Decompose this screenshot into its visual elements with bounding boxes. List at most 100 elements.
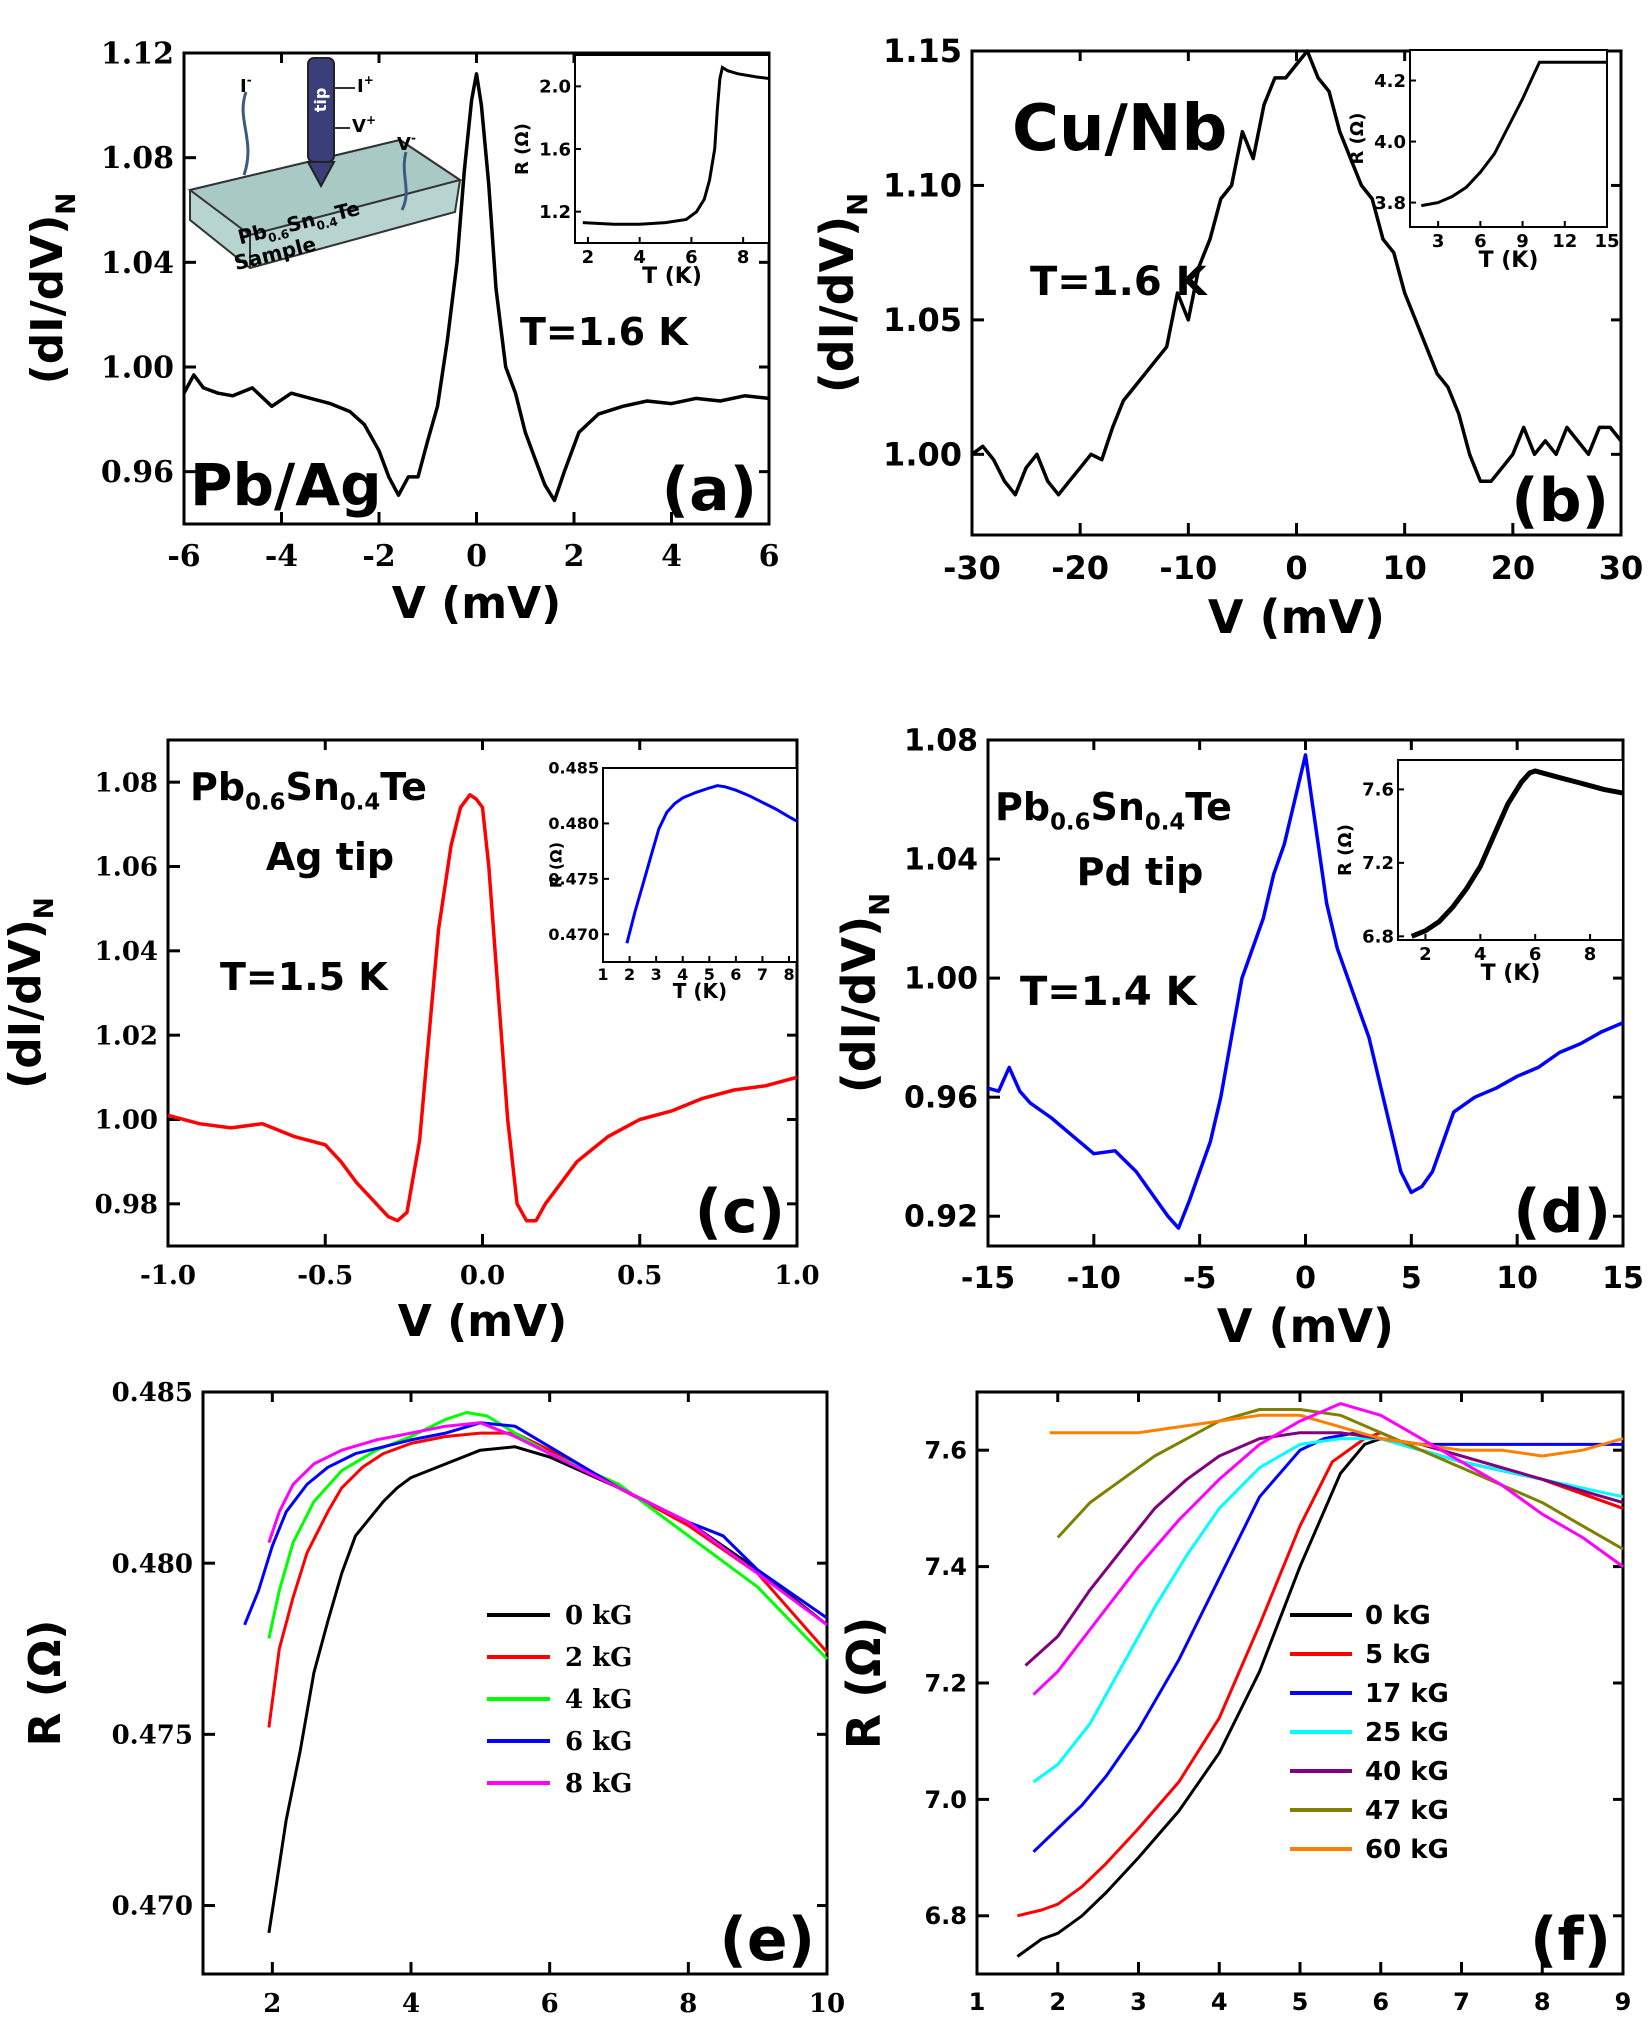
inset-x-axis-label: T (K) (1481, 961, 1541, 986)
series-line-4-kG (267, 1411, 829, 1661)
legend: 0 kG 2 kG 4 kG 6 kG 8 kG (487, 1601, 632, 1799)
x-axis-label: V (mV) (1208, 590, 1385, 644)
y-tick-label: 1.06 (95, 853, 158, 883)
x-tick-label: 9 (1615, 1988, 1632, 2016)
y-axis-label: (dI/dV)N (22, 193, 82, 385)
y-axis-label-sub: N (29, 897, 60, 919)
x-tick-label: 10 (1496, 1261, 1538, 1296)
series-line-8-kG (267, 1421, 828, 1627)
v-minus-label-sup: - (411, 131, 416, 145)
legend-entry: 47 kG (1365, 1796, 1449, 1826)
inset-x-tick-label: 4 (677, 965, 688, 984)
inset-x-tick-label: 2 (624, 965, 635, 984)
series-line-17-kG (1032, 1431, 1623, 1853)
inset-y-axis-label: R (Ω) (512, 123, 533, 175)
inset-y-tick-label: 1.2 (539, 202, 571, 223)
x-tick-label: -30 (943, 549, 1001, 587)
formula-part: Pb (190, 765, 245, 809)
x-axis-label: T (K) (455, 2024, 575, 2026)
plot-frame (975, 1390, 1625, 1976)
inset-x-tick-label: 5 (704, 965, 715, 984)
inset-x-tick-label: 12 (1552, 231, 1577, 252)
y-tick-label: 1.08 (101, 141, 174, 176)
temperature-label: T=1.6 K (1030, 259, 1209, 305)
panel-label: (c) (695, 1177, 785, 1247)
series-line-60-kG (1049, 1413, 1624, 1458)
x-tick-label: -2 (362, 539, 395, 574)
x-tick-label: 30 (1599, 549, 1644, 587)
panel-label: (d) (1513, 1177, 1611, 1247)
inset-x-tick-label: 15 (1594, 231, 1619, 252)
y-tick-label: 1.15 (883, 32, 962, 70)
inset-x-tick-label: 4 (633, 247, 646, 268)
inset-y-tick-label: 1.6 (539, 139, 571, 160)
inset-y-tick-label: 7.2 (1362, 853, 1394, 874)
x-tick-label: 0.0 (460, 1261, 505, 1291)
legend-entry: 40 kG (1365, 1757, 1449, 1787)
formula-subscript: 0.6 (267, 227, 291, 246)
sample-formula-text: Pb0.6Sn0.4Te (235, 196, 363, 252)
x-tick-label: 8 (679, 1989, 697, 2019)
x-tick-label: -5 (1183, 1261, 1216, 1296)
y-tick-label: 7.2 (924, 1669, 967, 1697)
y-tick-label: 1.00 (904, 962, 978, 997)
y-tick-label: 0.96 (101, 455, 174, 490)
y-tick-label: 1.00 (101, 351, 174, 386)
x-tick-label: 0 (466, 539, 487, 574)
tip-label: Pd tip (1077, 850, 1204, 894)
inset-y-tick-label: 3.8 (1374, 193, 1406, 214)
formula-part: Te (333, 196, 363, 225)
i-minus-label: I- (240, 73, 252, 97)
y-axis-label-sub: N (51, 193, 82, 215)
temperature-label: T=1.5 K (220, 955, 389, 999)
y-tick-label: 0.92 (904, 1200, 978, 1235)
y-axis-label-sub: N (841, 193, 874, 216)
inset-y-tick-label: 7.6 (1362, 780, 1394, 801)
x-tick-label: 6 (541, 1989, 559, 2019)
legend-entry: 6 kG (565, 1727, 632, 1757)
inset-x-tick-label: 8 (737, 247, 750, 268)
x-tick-label: 0 (1295, 1261, 1316, 1296)
v-plus-label: V+ (352, 113, 376, 137)
material-label: Pb0.6Sn0.4Te (995, 785, 1232, 836)
x-axis-label: V (mV) (1217, 1299, 1394, 1353)
x-tick-label: -10 (1067, 1261, 1121, 1296)
temperature-label: T=1.4 K (1020, 969, 1199, 1015)
series-line-Cu/Nb (970, 49, 1623, 497)
x-tick-label: 1.0 (774, 1261, 819, 1291)
legend-entry: 4 kG (565, 1685, 632, 1715)
panel-f: 1 2 3 4 5 6 7 8 9 6.8 7.0 7.2 7.4 7.6 T (K) R (Ω) (f) 0 k… (837, 1390, 1632, 2026)
inset-0: 2 4 6 8 1.2 1.6 2.0 T (K) R (Ω) (512, 54, 770, 289)
inset-1: 3 6 9 12 15 3.8 4.0 4.2 T (K) R (Ω) (1347, 49, 1620, 273)
x-tick-label: 1 (969, 1988, 986, 2016)
series-line-Pb/Ag (182, 72, 770, 503)
y-tick-label: 1.10 (883, 167, 962, 205)
y-tick-label: 1.08 (95, 768, 158, 798)
y-tick-label: 1.12 (101, 37, 174, 72)
inset-y-axis-label: R (Ω) (1335, 824, 1356, 876)
y-tick-label: 6.8 (924, 1902, 967, 1930)
y-tick-label: 1.04 (95, 937, 158, 967)
x-tick-label: 10 (1382, 549, 1427, 587)
x-tick-label: -1.0 (140, 1261, 196, 1291)
i-minus-wire (241, 91, 250, 176)
legend-entry: 8 kG (565, 1769, 632, 1799)
y-axis-label: R (Ω) (837, 1617, 891, 1750)
inset-y-tick-label: 0.480 (548, 814, 599, 833)
x-tick-label: 10 (809, 1989, 845, 2019)
y-tick-label: 7.6 (924, 1437, 967, 1465)
x-tick-label: 15 (1602, 1261, 1644, 1296)
tip-label: tip (311, 88, 330, 113)
inset-y-axis-label: R (Ω) (546, 842, 565, 888)
tip-label: Ag tip (266, 835, 394, 879)
y-axis-label: R (Ω) (20, 1620, 71, 1747)
inset-3: 2 4 6 8 6.8 7.2 7.6 T (K) R (Ω) (1335, 759, 1624, 986)
x-tick-label: 5 (1292, 1988, 1309, 2016)
x-tick-label: 2 (1049, 1988, 1066, 2016)
y-tick-label: 0.96 (904, 1081, 978, 1116)
legend-entry: 0 kG (1365, 1601, 1431, 1631)
series-line-0-kG (1016, 1437, 1624, 1958)
v-minus-wire (400, 151, 408, 211)
